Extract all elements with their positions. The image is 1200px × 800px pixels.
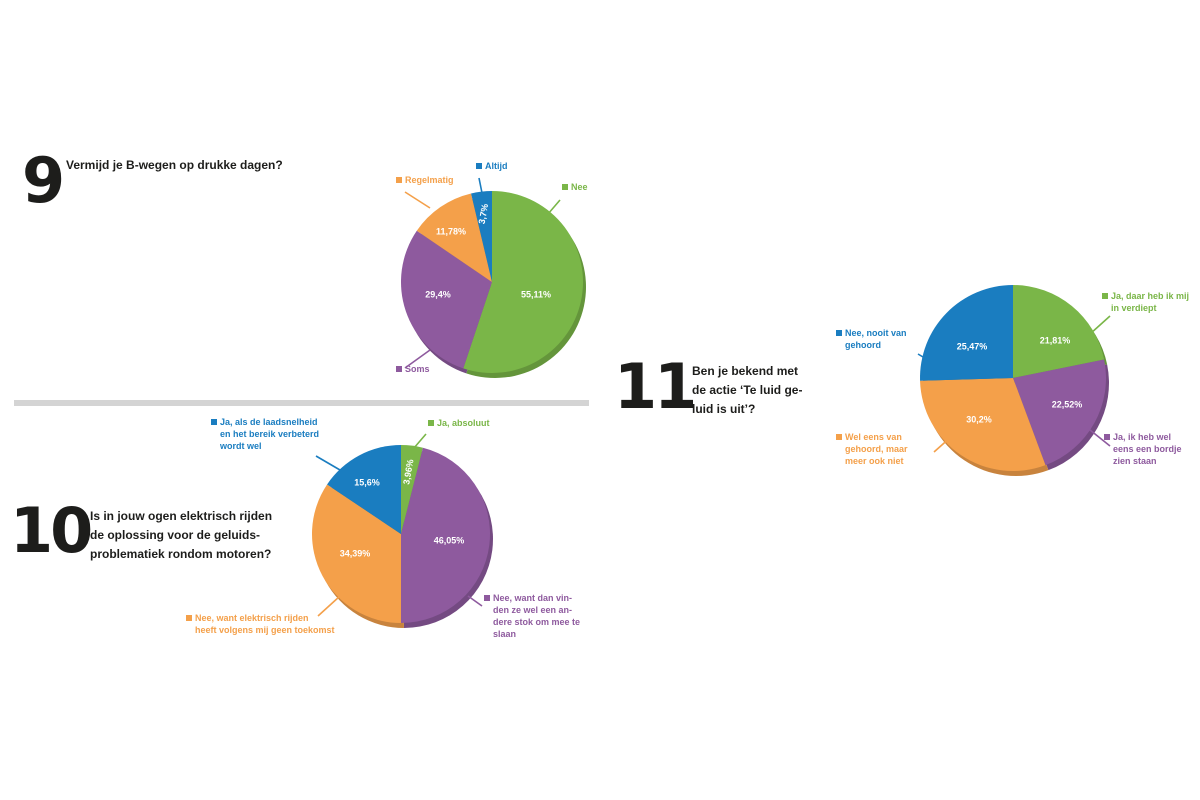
legend-leader-line [404,349,431,369]
legend-label: Ja, daar heb ik mij [1111,291,1189,301]
legend-leader-line [547,199,561,215]
legend-label: Ja, absoluut [437,418,490,428]
legend-label: Regelmatig [405,175,454,185]
legend-leader-line [317,595,341,617]
pie-slice-value-label: 3,96% [401,458,415,485]
pie-slice-value-label: 34,39% [340,548,371,558]
legend-label: den ze wel een an- [493,605,572,615]
legend-leader-line [1089,315,1111,335]
legend-label: gehoord, maar [845,444,908,454]
legend-label: Ja, als de laadsnelheid [220,417,318,427]
legend-label: meer ook niet [845,456,904,466]
legend-leader-line [1089,429,1111,447]
legend-swatch [211,419,217,425]
legend-swatch [186,615,192,621]
pie-slice [327,445,401,534]
pie-slice [1013,359,1106,466]
question-9-line: Vermijd je B-wegen op drukke dagen? [66,158,283,172]
question-text-9: Vermijd je B-wegen op drukke dagen? [66,156,283,175]
pie-slice [471,191,492,282]
legend-swatch [476,163,482,169]
legend-label: zien staan [1113,456,1157,466]
pie-slice [920,378,1046,471]
legend-label: Wel eens van [845,432,902,442]
legend-label: Ja, ik heb wel [1113,432,1171,442]
legend-leader-line [404,191,431,209]
legend-leader-line [315,455,341,471]
pie-slice [463,191,584,373]
legend-swatch [836,434,842,440]
legend-swatch [1102,293,1108,299]
legend-swatch [396,177,402,183]
pie-chart-2: 3,96% 46,05% 34,39% 15,6% Ja, absoluut Nee, w… [186,417,580,639]
section-divider [14,400,589,406]
pie-slice [312,484,401,623]
legend-label: in verdiept [1111,303,1157,313]
legend-swatch [836,330,842,336]
legend-label: en het bereik verbeterd [220,429,319,439]
legend-label: gehoord [845,340,881,350]
question-number-9: 9 [22,144,65,217]
pie-slice [401,445,423,534]
question-10-line: problematiek rondom motoren? [90,547,272,561]
question-10-line: de oplossing voor de geluids- [90,528,261,542]
pie-slice [920,285,1013,381]
legend-leader-line [933,435,953,453]
pie-chart-1: 55,11% 29,4% 11,78% 3,7% Nee Soms Regelmatig Al… [396,161,588,378]
question-text-10: Is in jouw ogen elektrisch rijden de opl… [90,507,272,564]
question-11-line: luid is uit’? [692,402,756,416]
legend-swatch [396,366,402,372]
legend-leader-line [413,433,427,449]
question-number-10: 10 [10,494,93,567]
pie-slice-value-label: 46,05% [434,535,465,545]
legend-leader-line [917,353,929,361]
legend-label: Nee, want dan vin- [493,593,572,603]
legend-label: heeft volgens mij geen toekomst [195,625,335,635]
legend-swatch [428,420,434,426]
question-number-11: 11 [614,350,697,423]
question-11-line: de actie ‘Te luid ge- [692,383,803,397]
pie-slice-value-label: 15,6% [354,477,380,487]
legend-label: Nee, nooit van [845,328,907,338]
legend-label: slaan [493,629,516,639]
legend-leader-line [467,595,483,607]
legend-label: Nee, want elektrisch rijden [195,613,309,623]
pie-slice-value-label: 29,4% [425,289,451,299]
legend-label: Soms [405,364,430,374]
legend-swatch [1104,434,1110,440]
pie-slice [400,230,492,369]
pie-slice-value-label: 11,78% [436,226,466,236]
pie-slice-value-label: 30,2% [966,414,992,424]
pie-chart-3: 21,81% 22,52% 30,2% 25,47% Ja, daar heb ik m… [836,285,1189,477]
pie-slice-value-label: 21,81% [1040,335,1071,345]
legend-label: wordt wel [219,441,262,451]
legend-label: dere stok om mee te [493,617,580,627]
pie-slice-value-label: 25,47% [957,341,988,351]
pie-slice-value-label: 22,52% [1052,399,1083,409]
legend-leader-line [478,177,484,199]
pie-slice-value-label: 3,7% [477,203,490,225]
question-11-line: Ben je bekend met [692,364,799,378]
legend-label: Altijd [485,161,508,171]
legend-swatch [562,184,568,190]
legend-swatch [484,595,490,601]
question-text-11: Ben je bekend met de actie ‘Te luid ge- … [692,362,802,419]
legend-label: eens een bordje [1113,444,1182,454]
pie-slice-value-label: 55,11% [521,289,551,299]
pie-slice [1013,285,1105,378]
legend-label: Nee [571,182,588,192]
question-10-line: Is in jouw ogen elektrisch rijden [90,509,273,523]
pie-slice [400,447,490,624]
pie-slice [416,193,492,282]
